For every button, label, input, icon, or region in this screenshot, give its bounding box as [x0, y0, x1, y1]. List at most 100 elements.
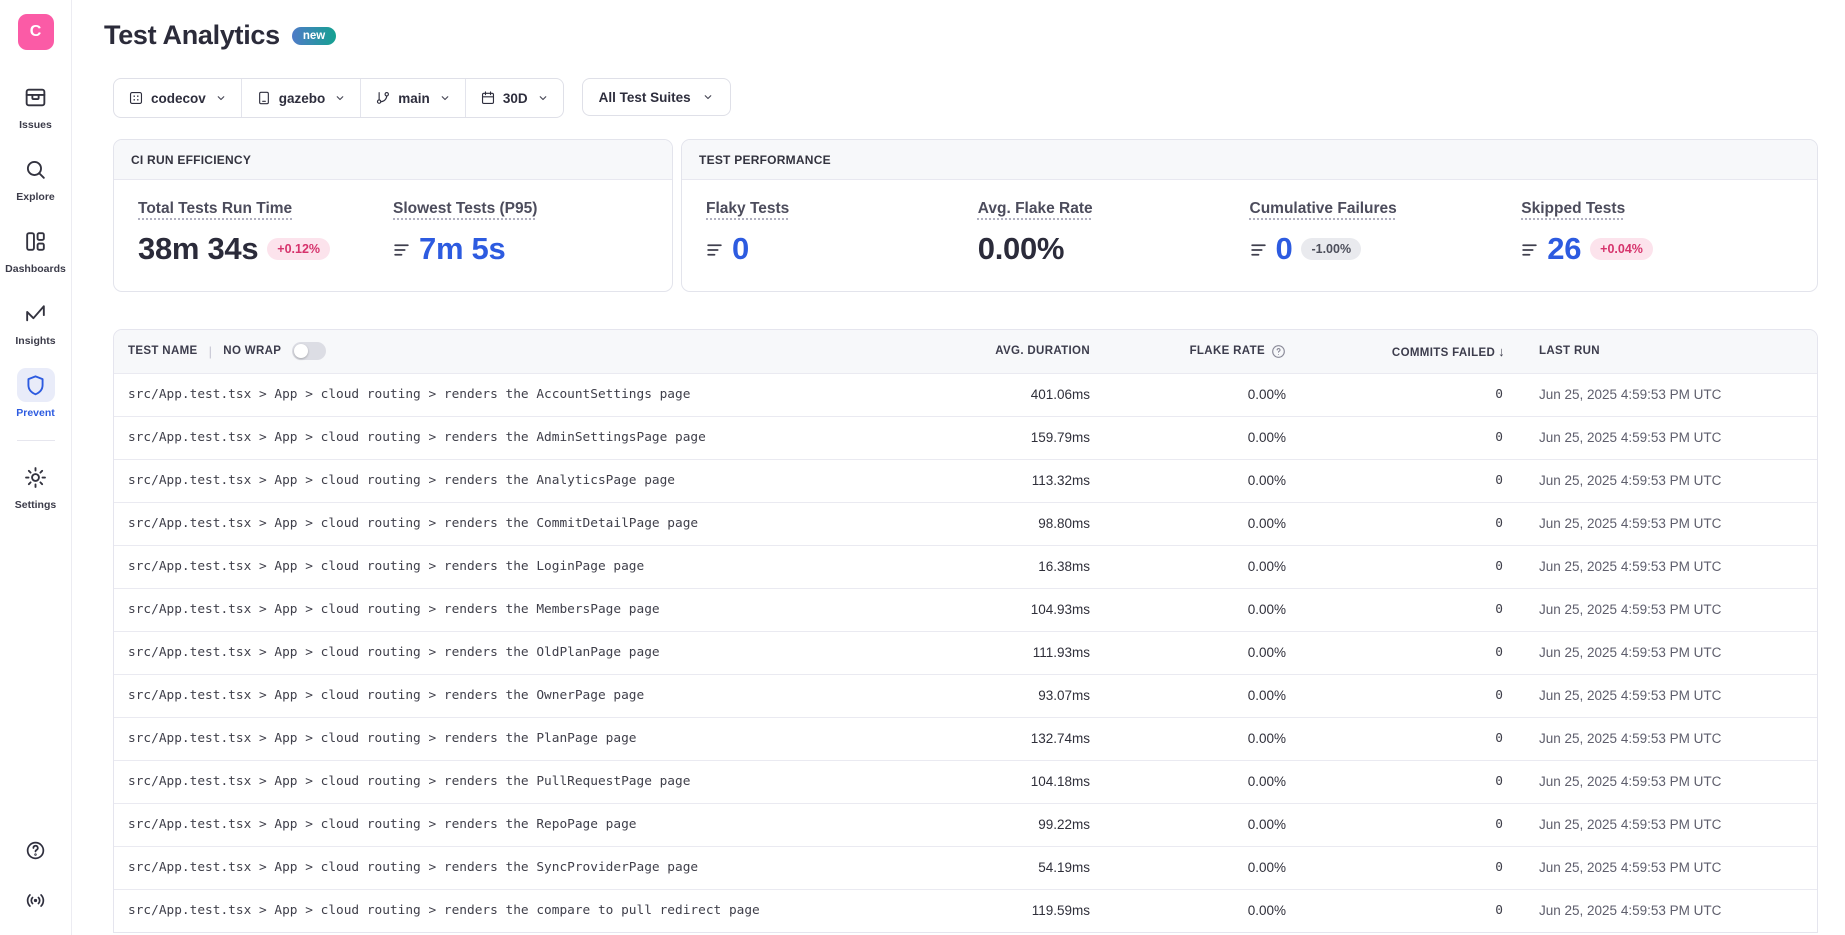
commits-failed-cell: 0 — [1495, 559, 1503, 574]
sidebar-item-settings[interactable]: Settings — [4, 460, 68, 511]
filter-lines-icon[interactable] — [1250, 240, 1267, 259]
metric-skipped-tests: Skipped Tests 26 +0.04% — [1521, 200, 1793, 267]
metric-label[interactable]: Flaky Tests — [706, 200, 790, 217]
metric-flaky-tests: Flaky Tests 0 — [706, 200, 978, 267]
sidebar-item-issues[interactable]: Issues — [4, 80, 68, 131]
flake-rate-cell: 0.00% — [1247, 688, 1286, 703]
avg-duration-cell: 119.59ms — [1031, 903, 1090, 919]
test-name-cell[interactable]: src/App.test.tsx > App > cloud routing >… — [128, 645, 660, 660]
last-run-cell: Jun 25, 2025 4:59:53 PM UTC — [1539, 602, 1722, 617]
test-name-cell[interactable]: src/App.test.tsx > App > cloud routing >… — [128, 473, 676, 488]
help-icon[interactable] — [24, 839, 47, 867]
broadcast-icon[interactable] — [24, 889, 47, 917]
flake-rate-cell: 0.00% — [1247, 559, 1286, 574]
flake-rate-cell: 0.00% — [1247, 516, 1286, 531]
commits-failed-cell: 0 — [1495, 817, 1503, 832]
sidebar-item-explore[interactable]: Explore — [4, 152, 68, 203]
metric-avg-flake-rate: Avg. Flake Rate 0.00% — [978, 200, 1250, 267]
avg-duration-cell: 159.79ms — [1030, 430, 1090, 445]
last-run-cell: Jun 25, 2025 4:59:53 PM UTC — [1539, 473, 1722, 488]
sidebar-item-insights[interactable]: Insights — [4, 296, 68, 347]
sidebar-item-prevent[interactable]: Prevent — [4, 368, 68, 419]
last-run-cell: Jun 25, 2025 4:59:53 PM UTC — [1539, 731, 1722, 746]
test-name-cell[interactable]: src/App.test.tsx > App > cloud routing >… — [128, 430, 706, 445]
table-row[interactable]: src/App.test.tsx > App > cloud routing >… — [114, 373, 1817, 416]
table-row[interactable]: src/App.test.tsx > App > cloud routing >… — [114, 459, 1817, 502]
metric-cumulative-failures: Cumulative Failures 0 -1.00% — [1250, 200, 1522, 267]
org-icon — [129, 91, 143, 105]
ci-run-efficiency-panel: CI RUN EFFICIENCY Total Tests Run Time 3… — [113, 139, 673, 292]
test-name-cell[interactable]: src/App.test.tsx > App > cloud routing >… — [128, 688, 645, 703]
flake-rate-cell: 0.00% — [1247, 430, 1286, 445]
test-name-cell[interactable]: src/App.test.tsx > App > cloud routing >… — [128, 731, 637, 746]
column-test-name[interactable]: TEST NAME — [128, 345, 198, 358]
metric-label[interactable]: Total Tests Run Time — [138, 200, 293, 217]
sort-desc-icon[interactable]: ↓ — [1498, 343, 1505, 359]
filter-lines-icon[interactable] — [1521, 240, 1538, 259]
test-name-cell[interactable]: src/App.test.tsx > App > cloud routing >… — [128, 387, 691, 402]
column-avg-duration[interactable]: AVG. DURATION — [995, 345, 1090, 358]
flake-rate-cell: 0.00% — [1247, 387, 1286, 402]
metric-value[interactable]: 0 — [1275, 231, 1293, 266]
avg-duration-cell: 113.32ms — [1031, 473, 1090, 488]
table-row[interactable]: src/App.test.tsx > App > cloud routing >… — [114, 760, 1817, 803]
metric-value[interactable]: 26 — [1547, 231, 1582, 266]
metric-change-badge: +0.12% — [267, 238, 331, 260]
metric-label[interactable]: Slowest Tests (P95) — [393, 200, 538, 217]
test-name-cell[interactable]: src/App.test.tsx > App > cloud routing >… — [128, 774, 691, 789]
filter-lines-icon[interactable] — [393, 240, 410, 259]
metric-label[interactable]: Avg. Flake Rate — [977, 200, 1093, 217]
metric-label[interactable]: Cumulative Failures — [1249, 200, 1397, 217]
main-content: Test Analytics new codecov gazebo — [72, 0, 1845, 933]
test-suites-value: All Test Suites — [598, 89, 691, 105]
sidebar-item-dashboards[interactable]: Dashboards — [4, 224, 68, 275]
metric-value: 0.00% — [977, 231, 1065, 266]
test-name-cell[interactable]: src/App.test.tsx > App > cloud routing >… — [128, 516, 699, 531]
last-run-cell: Jun 25, 2025 4:59:53 PM UTC — [1539, 903, 1722, 919]
table-row[interactable]: src/App.test.tsx > App > cloud routing >… — [114, 803, 1817, 846]
metric-value[interactable]: 0 — [732, 231, 749, 266]
repo-icon — [258, 91, 269, 105]
commits-failed-cell: 0 — [1495, 731, 1503, 746]
org-dropdown[interactable]: codecov — [114, 79, 241, 117]
commits-failed-cell: 0 — [1495, 516, 1503, 531]
table-row[interactable]: src/App.test.tsx > App > cloud routing >… — [114, 717, 1817, 760]
test-name-cell[interactable]: src/App.test.tsx > App > cloud routing >… — [128, 860, 699, 875]
table-row[interactable]: src/App.test.tsx > App > cloud routing >… — [114, 545, 1817, 588]
test-name-cell[interactable]: src/App.test.tsx > App > cloud routing >… — [128, 817, 637, 832]
avg-duration-cell: 111.93ms — [1032, 645, 1090, 660]
avg-duration-cell: 54.19ms — [1038, 860, 1090, 875]
table-row[interactable]: src/App.test.tsx > App > cloud routing >… — [114, 588, 1817, 631]
test-name-cell[interactable]: src/App.test.tsx > App > cloud routing >… — [128, 602, 660, 617]
table-row[interactable]: src/App.test.tsx > App > cloud routing >… — [114, 631, 1817, 674]
chevron-down-icon — [336, 96, 344, 101]
metric-value[interactable]: 7m 5s — [419, 231, 506, 266]
metric-label[interactable]: Skipped Tests — [1521, 200, 1626, 217]
test-name-cell[interactable]: src/App.test.tsx > App > cloud routing >… — [128, 559, 645, 574]
app-logo[interactable]: C — [17, 14, 54, 50]
column-flake-rate[interactable]: FLAKE RATE — [1189, 345, 1265, 358]
test-suites-dropdown[interactable]: All Test Suites — [581, 78, 731, 116]
panel-title: CI RUN EFFICIENCY — [114, 140, 672, 180]
table-row[interactable]: src/App.test.tsx > App > cloud routing >… — [114, 674, 1817, 717]
flake-rate-cell: 0.00% — [1247, 817, 1286, 832]
panel-title: TEST PERFORMANCE — [682, 140, 1817, 180]
commits-failed-cell: 0 — [1495, 645, 1503, 660]
table-row[interactable]: src/App.test.tsx > App > cloud routing >… — [114, 889, 1817, 932]
test-name-cell[interactable]: src/App.test.tsx > App > cloud routing >… — [128, 903, 760, 919]
info-icon[interactable] — [1271, 344, 1286, 359]
table-row[interactable]: src/App.test.tsx > App > cloud routing >… — [114, 416, 1817, 459]
sidebar-item-label: Settings — [14, 499, 57, 511]
avg-duration-cell: 98.80ms — [1038, 516, 1090, 531]
column-last-run[interactable]: LAST RUN — [1539, 345, 1600, 358]
column-commits-failed[interactable]: COMMITS FAILED — [1391, 346, 1496, 359]
period-dropdown[interactable]: 30D — [464, 79, 563, 117]
table-row[interactable]: src/App.test.tsx > App > cloud routing >… — [114, 502, 1817, 545]
branch-dropdown[interactable]: main — [360, 79, 465, 117]
new-badge: new — [291, 26, 337, 45]
filter-lines-icon[interactable] — [706, 240, 723, 259]
repo-dropdown[interactable]: gazebo — [240, 79, 361, 117]
flake-rate-cell: 0.00% — [1247, 903, 1286, 919]
table-row[interactable]: src/App.test.tsx > App > cloud routing >… — [114, 846, 1817, 889]
no-wrap-toggle[interactable] — [292, 342, 327, 361]
